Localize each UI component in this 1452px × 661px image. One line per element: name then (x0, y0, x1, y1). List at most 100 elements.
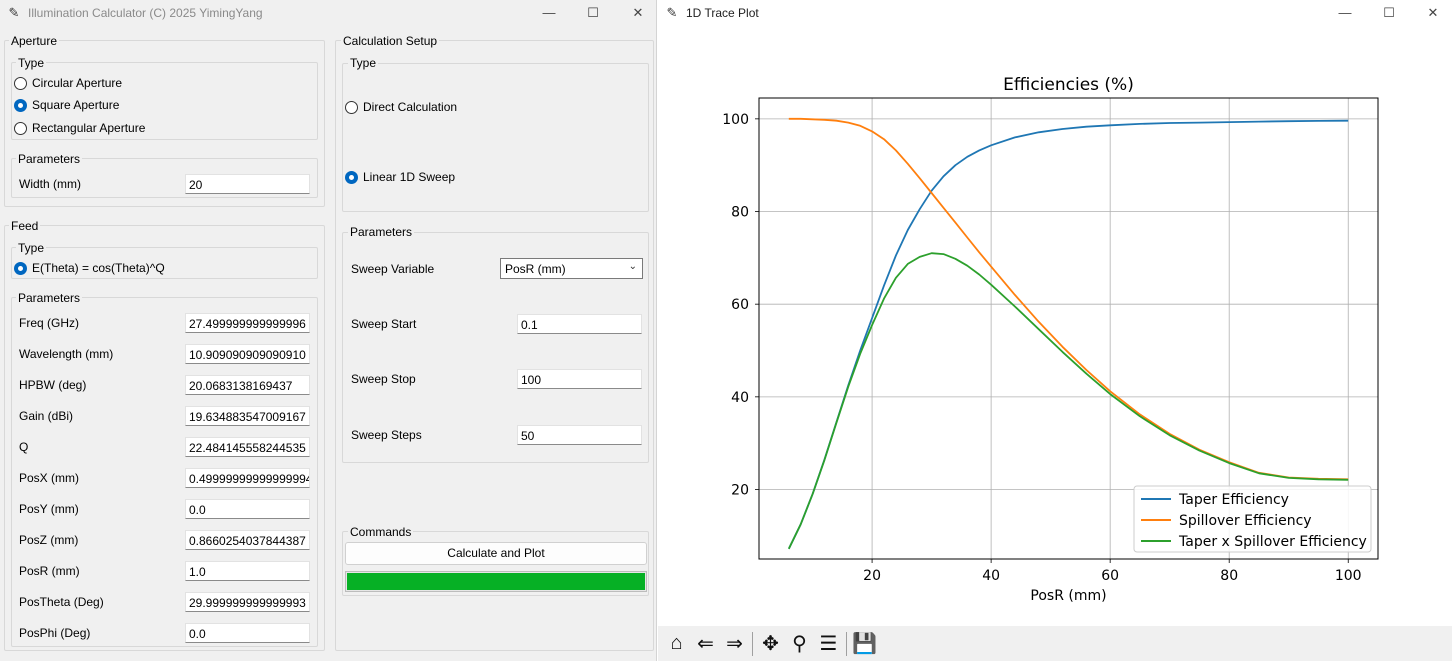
zoom-icon[interactable]: ⚲ (792, 633, 807, 655)
radio-square-aperture[interactable]: Square Aperture (14, 98, 119, 112)
left-titlebar: ✎ Illumination Calculator (C) 2025 Yimin… (0, 0, 656, 25)
window-title: Illumination Calculator (C) 2025 YimingY… (28, 5, 263, 20)
sweep-variable-label: Sweep Variable (351, 262, 435, 276)
maximize-button[interactable]: ☐ (587, 4, 599, 20)
feed-param-input[interactable]: 19.634883547009167 (185, 406, 310, 426)
calc-type-label: Type (348, 56, 379, 70)
forward-icon[interactable]: ⇒ (726, 633, 743, 655)
legend-label-1: Spillover Efficiency (1179, 513, 1312, 529)
width-input[interactable]: 20 (185, 174, 310, 194)
commands-section-label: Commands (348, 525, 414, 539)
radio-linear-1d-sweep[interactable]: Linear 1D Sweep (345, 170, 455, 184)
progress-fill (347, 573, 645, 590)
sweep-steps-label: Sweep Steps (351, 428, 422, 442)
feed-param-input[interactable]: 20.0683138169437 (185, 375, 310, 395)
sweep-start-input[interactable]: 0.1 (517, 314, 642, 334)
feed-param-input[interactable]: 27.499999999999996 (185, 313, 310, 333)
feed-param-input[interactable]: 0.49999999999999994 (185, 468, 310, 488)
close-button[interactable]: ✕ (632, 4, 644, 20)
feed-param-input[interactable]: 29.999999999999993 (185, 592, 310, 612)
feed-param-label: Gain (dBi) (19, 409, 74, 423)
feed-param-label: PosZ (mm) (19, 533, 79, 547)
minimize-button[interactable]: — (542, 5, 556, 20)
illumination-calculator-window: ✎ Illumination Calculator (C) 2025 Yimin… (0, 0, 657, 661)
pan-icon[interactable]: ✥ (762, 633, 779, 655)
feed-param-label: PosX (mm) (19, 471, 79, 485)
x-axis-label: PosR (mm) (1030, 588, 1106, 604)
legend-box (1133, 485, 1372, 553)
feather-icon: ✎ (666, 4, 678, 20)
feed-param-input[interactable]: 0.0 (185, 623, 310, 643)
aperture-type-frame (11, 62, 318, 140)
x-tick-label: 100 (1335, 568, 1362, 584)
radio-cos-q-feed[interactable]: E(Theta) = cos(Theta)^Q (14, 261, 165, 275)
calc-type-frame (342, 63, 649, 212)
sweep-stop-label: Sweep Stop (351, 372, 416, 386)
close-button[interactable]: ✕ (1427, 4, 1439, 20)
configure-icon[interactable]: ☰ (819, 633, 838, 655)
calc-setup-section-label: Calculation Setup (341, 34, 440, 48)
sweep-variable-value: PosR (mm) (505, 262, 566, 276)
window-title: 1D Trace Plot (686, 5, 759, 20)
radio-label: E(Theta) = cos(Theta)^Q (32, 261, 165, 275)
feed-param-input[interactable]: 0.8660254037844387 (185, 530, 310, 550)
plot-area (759, 98, 1378, 559)
legend-label-0: Taper Efficiency (1178, 492, 1289, 508)
y-tick-label: 80 (731, 205, 749, 221)
legend-label-2: Taper x Spillover Efficiency (1178, 534, 1367, 550)
plot-frame (758, 97, 1379, 560)
sweep-stop-input[interactable]: 100 (517, 369, 642, 389)
feed-param-input[interactable]: 22.484145558244535 (185, 437, 310, 457)
efficiency-chart: 20 40 60 80 100 20 40 60 80 100 Efficiencies (%) Po… (722, 75, 1379, 604)
toolbar-separator (752, 631, 753, 656)
feed-param-input[interactable]: 0.0 (185, 499, 310, 519)
y-tick-label: 100 (722, 112, 749, 128)
aperture-section-label: Aperture (9, 34, 60, 48)
feed-params-label: Parameters (16, 291, 83, 305)
x-tick-label: 60 (1101, 568, 1119, 584)
chart-title: Efficiencies (%) (1003, 75, 1134, 95)
radio-label: Rectangular Aperture (32, 121, 146, 135)
radio-label: Circular Aperture (32, 76, 123, 90)
feed-param-label: Wavelength (mm) (19, 347, 114, 361)
trace-plot-window: ✎ 1D Trace Plot — ☐ ✕ 20 40 60 80 100 20 40 60 8… (658, 0, 1452, 661)
feed-param-input[interactable]: 1.0 (185, 561, 310, 581)
plot-toolbar: ⌂ ⇐ ⇒ ✥ ⚲ ☰ 💾 (658, 626, 1452, 661)
width-label: Width (mm) (19, 177, 81, 191)
aperture-params-frame (11, 158, 318, 198)
home-icon[interactable]: ⌂ (670, 632, 683, 654)
radio-label: Square Aperture (32, 98, 120, 112)
aperture-type-label: Type (16, 56, 47, 70)
sweep-start-label: Sweep Start (351, 317, 417, 331)
chevron-down-icon: ⌄ (628, 261, 637, 272)
feed-type-label: Type (16, 241, 47, 255)
back-icon[interactable]: ⇐ (697, 633, 714, 655)
radio-circular-aperture[interactable]: Circular Aperture (14, 76, 122, 90)
y-tick-label: 60 (731, 297, 749, 313)
feed-section-label: Feed (9, 219, 41, 233)
minimize-button[interactable]: — (1338, 5, 1352, 20)
save-icon[interactable]: 💾 (852, 633, 877, 655)
calc-setup-frame (335, 40, 654, 651)
progress-bar (345, 571, 647, 592)
maximize-button[interactable]: ☐ (1383, 4, 1395, 20)
sweep-variable-select[interactable]: PosR (mm) ⌄ (500, 258, 643, 279)
feed-type-frame (11, 247, 318, 279)
radio-label: Direct Calculation (363, 100, 458, 114)
calc-params-frame (342, 232, 649, 463)
x-tick-label: 20 (863, 568, 881, 584)
radio-rectangular-aperture[interactable]: Rectangular Aperture (14, 121, 145, 135)
sweep-steps-input[interactable]: 50 (517, 425, 642, 445)
calculate-and-plot-button[interactable]: Calculate and Plot (345, 542, 647, 565)
radio-direct-calculation[interactable]: Direct Calculation (345, 100, 457, 114)
toolbar-separator (846, 631, 847, 656)
feed-param-label: HPBW (deg) (19, 378, 87, 392)
feather-icon: ✎ (8, 4, 20, 20)
right-titlebar: ✎ 1D Trace Plot — ☐ ✕ (658, 0, 1452, 25)
feed-param-input[interactable]: 10.909090909090910 (185, 344, 310, 364)
calc-params-label: Parameters (348, 225, 415, 239)
feed-param-label: PosTheta (Deg) (19, 595, 104, 609)
aperture-params-label: Parameters (16, 152, 83, 166)
x-tick-label: 40 (982, 568, 1000, 584)
feed-param-label: Freq (GHz) (19, 316, 79, 330)
